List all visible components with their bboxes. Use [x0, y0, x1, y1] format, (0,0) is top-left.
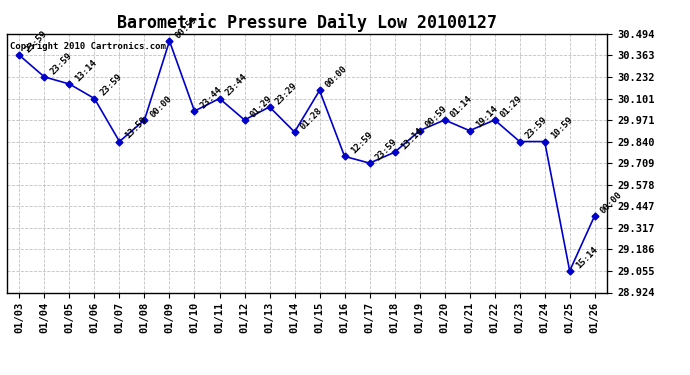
- Text: 01:29: 01:29: [248, 94, 274, 119]
- Text: 23:59: 23:59: [524, 116, 549, 141]
- Text: 23:44: 23:44: [199, 85, 224, 110]
- Text: 00:00: 00:00: [324, 64, 349, 90]
- Text: 00:00: 00:00: [599, 189, 624, 215]
- Text: 01:28: 01:28: [299, 106, 324, 131]
- Text: 12:59: 12:59: [348, 130, 374, 156]
- Text: 13:14: 13:14: [74, 58, 99, 83]
- Title: Barometric Pressure Daily Low 20100127: Barometric Pressure Daily Low 20100127: [117, 13, 497, 32]
- Text: 01:29: 01:29: [499, 94, 524, 119]
- Text: 10:59: 10:59: [549, 116, 574, 141]
- Text: 23:59: 23:59: [23, 29, 49, 54]
- Text: 23:44: 23:44: [224, 72, 249, 98]
- Text: Copyright 2010 Cartronics.com: Copyright 2010 Cartronics.com: [10, 42, 166, 51]
- Text: 23:59: 23:59: [99, 72, 124, 98]
- Text: 23:59: 23:59: [48, 51, 74, 76]
- Text: 01:14: 01:14: [448, 94, 474, 119]
- Text: 13:14: 13:14: [399, 126, 424, 152]
- Text: 15:14: 15:14: [574, 245, 599, 270]
- Text: 00:59: 00:59: [424, 105, 449, 130]
- Text: 00:00: 00:00: [148, 94, 174, 119]
- Text: 23:59: 23:59: [374, 137, 399, 162]
- Text: 23:29: 23:29: [274, 81, 299, 106]
- Text: 19:14: 19:14: [474, 105, 499, 130]
- Text: 00:59: 00:59: [174, 15, 199, 40]
- Text: 13:59: 13:59: [124, 116, 149, 141]
